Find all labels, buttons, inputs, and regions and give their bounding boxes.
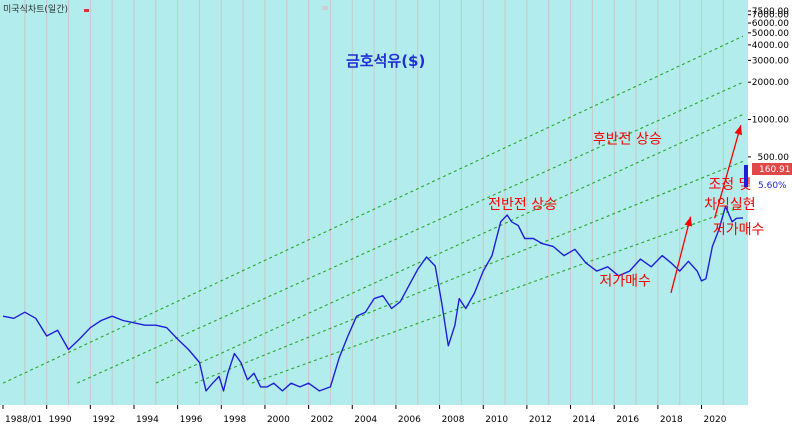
- y-tick-label: 7500.00: [752, 7, 789, 17]
- annotation-text-2: 조정 및: [708, 177, 751, 193]
- bottom-axis-panel: [0, 405, 792, 428]
- x-tick-label: 1988/01: [5, 415, 42, 425]
- last-price-tag: 160.91 5.60%: [744, 163, 792, 191]
- price-tag-marker: [744, 165, 748, 187]
- arrow-shaft-1: [670, 216, 692, 294]
- price-series-line: [2, 205, 744, 392]
- x-tick-label: 2018: [660, 415, 683, 425]
- y-tick-label: 6000.00: [752, 19, 789, 29]
- annotation-text-5: 전반전 상승: [488, 197, 557, 213]
- chart-header-label: 미국식차트(일간): [3, 3, 68, 15]
- right-axis-panel: [748, 0, 792, 405]
- x-tick-label: 1994: [136, 415, 159, 425]
- trend-channel-line-1: [2, 35, 744, 384]
- x-tick-label: 2014: [573, 415, 596, 425]
- arrow-head-2: [734, 125, 743, 136]
- x-tick-label: 2002: [311, 415, 334, 425]
- x-tick-label: 2006: [398, 415, 421, 425]
- x-axis: 1988/01 1990 1992 1994 1996 1998 2000 2002 2004 2…: [2, 405, 727, 425]
- x-tick-label: 1992: [92, 415, 115, 425]
- arrow-head-1: [684, 216, 693, 227]
- y-tick-label: 3000.00: [752, 56, 789, 66]
- chart-header: 미국식차트(일간): [3, 3, 328, 15]
- y-tick-label: 1000.00: [752, 116, 789, 126]
- x-tick-label: 2008: [442, 415, 465, 425]
- arrow-shaft-2: [713, 125, 742, 219]
- y-tick-label: 4000.00: [752, 41, 789, 51]
- y-tick-label: 5000.00: [752, 29, 789, 39]
- y-tick-label: 7000.00: [752, 11, 789, 21]
- x-tick-label: 1998: [223, 415, 246, 425]
- x-tick-label: 1996: [180, 415, 203, 425]
- last-price-value: 160.91: [759, 165, 791, 175]
- trend-channel-line-2: [76, 81, 744, 384]
- top-marker: [322, 6, 328, 10]
- x-tick-label: 2020: [704, 415, 727, 425]
- chart-title: 금호석유($): [346, 52, 425, 70]
- trend-channels: [2, 35, 744, 384]
- trend-channel-line-4: [194, 160, 744, 384]
- x-tick-label: 2010: [485, 415, 508, 425]
- x-tick-label: 2016: [616, 415, 639, 425]
- last-change-value: 5.60%: [758, 181, 787, 191]
- header-red-marker[interactable]: [84, 9, 89, 12]
- x-tick-label: 1990: [49, 415, 72, 425]
- x-tick-label: 2004: [354, 415, 377, 425]
- y-tick-label: 500.00: [758, 153, 790, 163]
- annotation-text-3: 차익실현: [704, 197, 756, 213]
- annotation-text-1: 후반전 상승: [593, 132, 662, 148]
- vertical-gridlines: [24, 0, 724, 405]
- annotation-arrows: [670, 125, 743, 294]
- price-tag-box: [752, 163, 792, 175]
- annotation-text-6: 저가매수: [599, 273, 651, 289]
- x-tick-label: 2000: [267, 415, 290, 425]
- y-tick-label: 2000.00: [752, 78, 789, 88]
- annotation-text-4: 저가매수: [713, 222, 765, 238]
- x-tick-label: 2012: [529, 415, 552, 425]
